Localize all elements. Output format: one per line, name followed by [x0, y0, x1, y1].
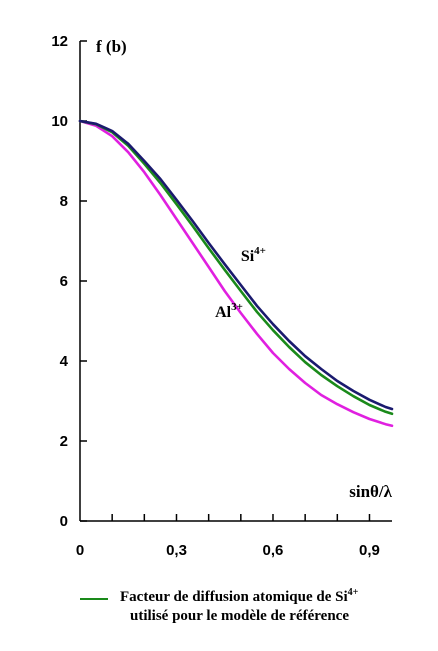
series-annotation-1: Al3+ [215, 301, 243, 321]
y-tick-label: 12 [51, 33, 68, 50]
series-annotation-0: Si4+ [241, 245, 266, 265]
series-annotation-text: Si [241, 248, 255, 265]
legend-line-2: utilisé pour le modèle de référence [130, 608, 349, 624]
x-tick-label: 0 [76, 542, 84, 559]
y-tick-label: 6 [60, 273, 68, 290]
series-annotation-text: Al [215, 304, 232, 321]
legend-swatch [80, 598, 108, 600]
chart: 0 2 4 6 8 10 12 0 0,3 0,6 0,9 f (b) sinθ/λ Si4+ Al3… [51, 33, 394, 559]
axes: 0 2 4 6 8 10 12 0 0,3 0,6 0,9 [51, 33, 392, 559]
series-line-1 [78, 119, 394, 416]
y-tick-label: 2 [60, 433, 68, 450]
x-tick-label: 0,6 [263, 542, 284, 559]
y-tick-label: 10 [51, 113, 68, 130]
x-tick-label: 0,9 [359, 542, 380, 559]
x-tick-label: 0,3 [166, 542, 187, 559]
series-line-2 [78, 119, 394, 428]
legend-line-1-sup: 4+ [347, 587, 359, 598]
series-line-0 [78, 119, 394, 411]
x-axis-title: sinθ/λ [349, 482, 392, 501]
series-lines [78, 119, 394, 428]
y-tick-label: 0 [60, 513, 68, 530]
series-annotation-sup: 3+ [231, 301, 243, 313]
legend-line-1: Facteur de diffusion atomique de Si4+ [120, 588, 358, 607]
series-annotations: Si4+ Al3+ [215, 245, 266, 321]
y-axis-title: f (b) [96, 37, 127, 56]
legend-line-1-text: Facteur de diffusion atomique de Si [120, 589, 348, 605]
axis-labels: f (b) sinθ/λ [96, 37, 393, 501]
series-annotation-sup: 4+ [254, 245, 266, 257]
y-tick-label: 8 [60, 193, 68, 210]
y-tick-label: 4 [60, 353, 69, 370]
